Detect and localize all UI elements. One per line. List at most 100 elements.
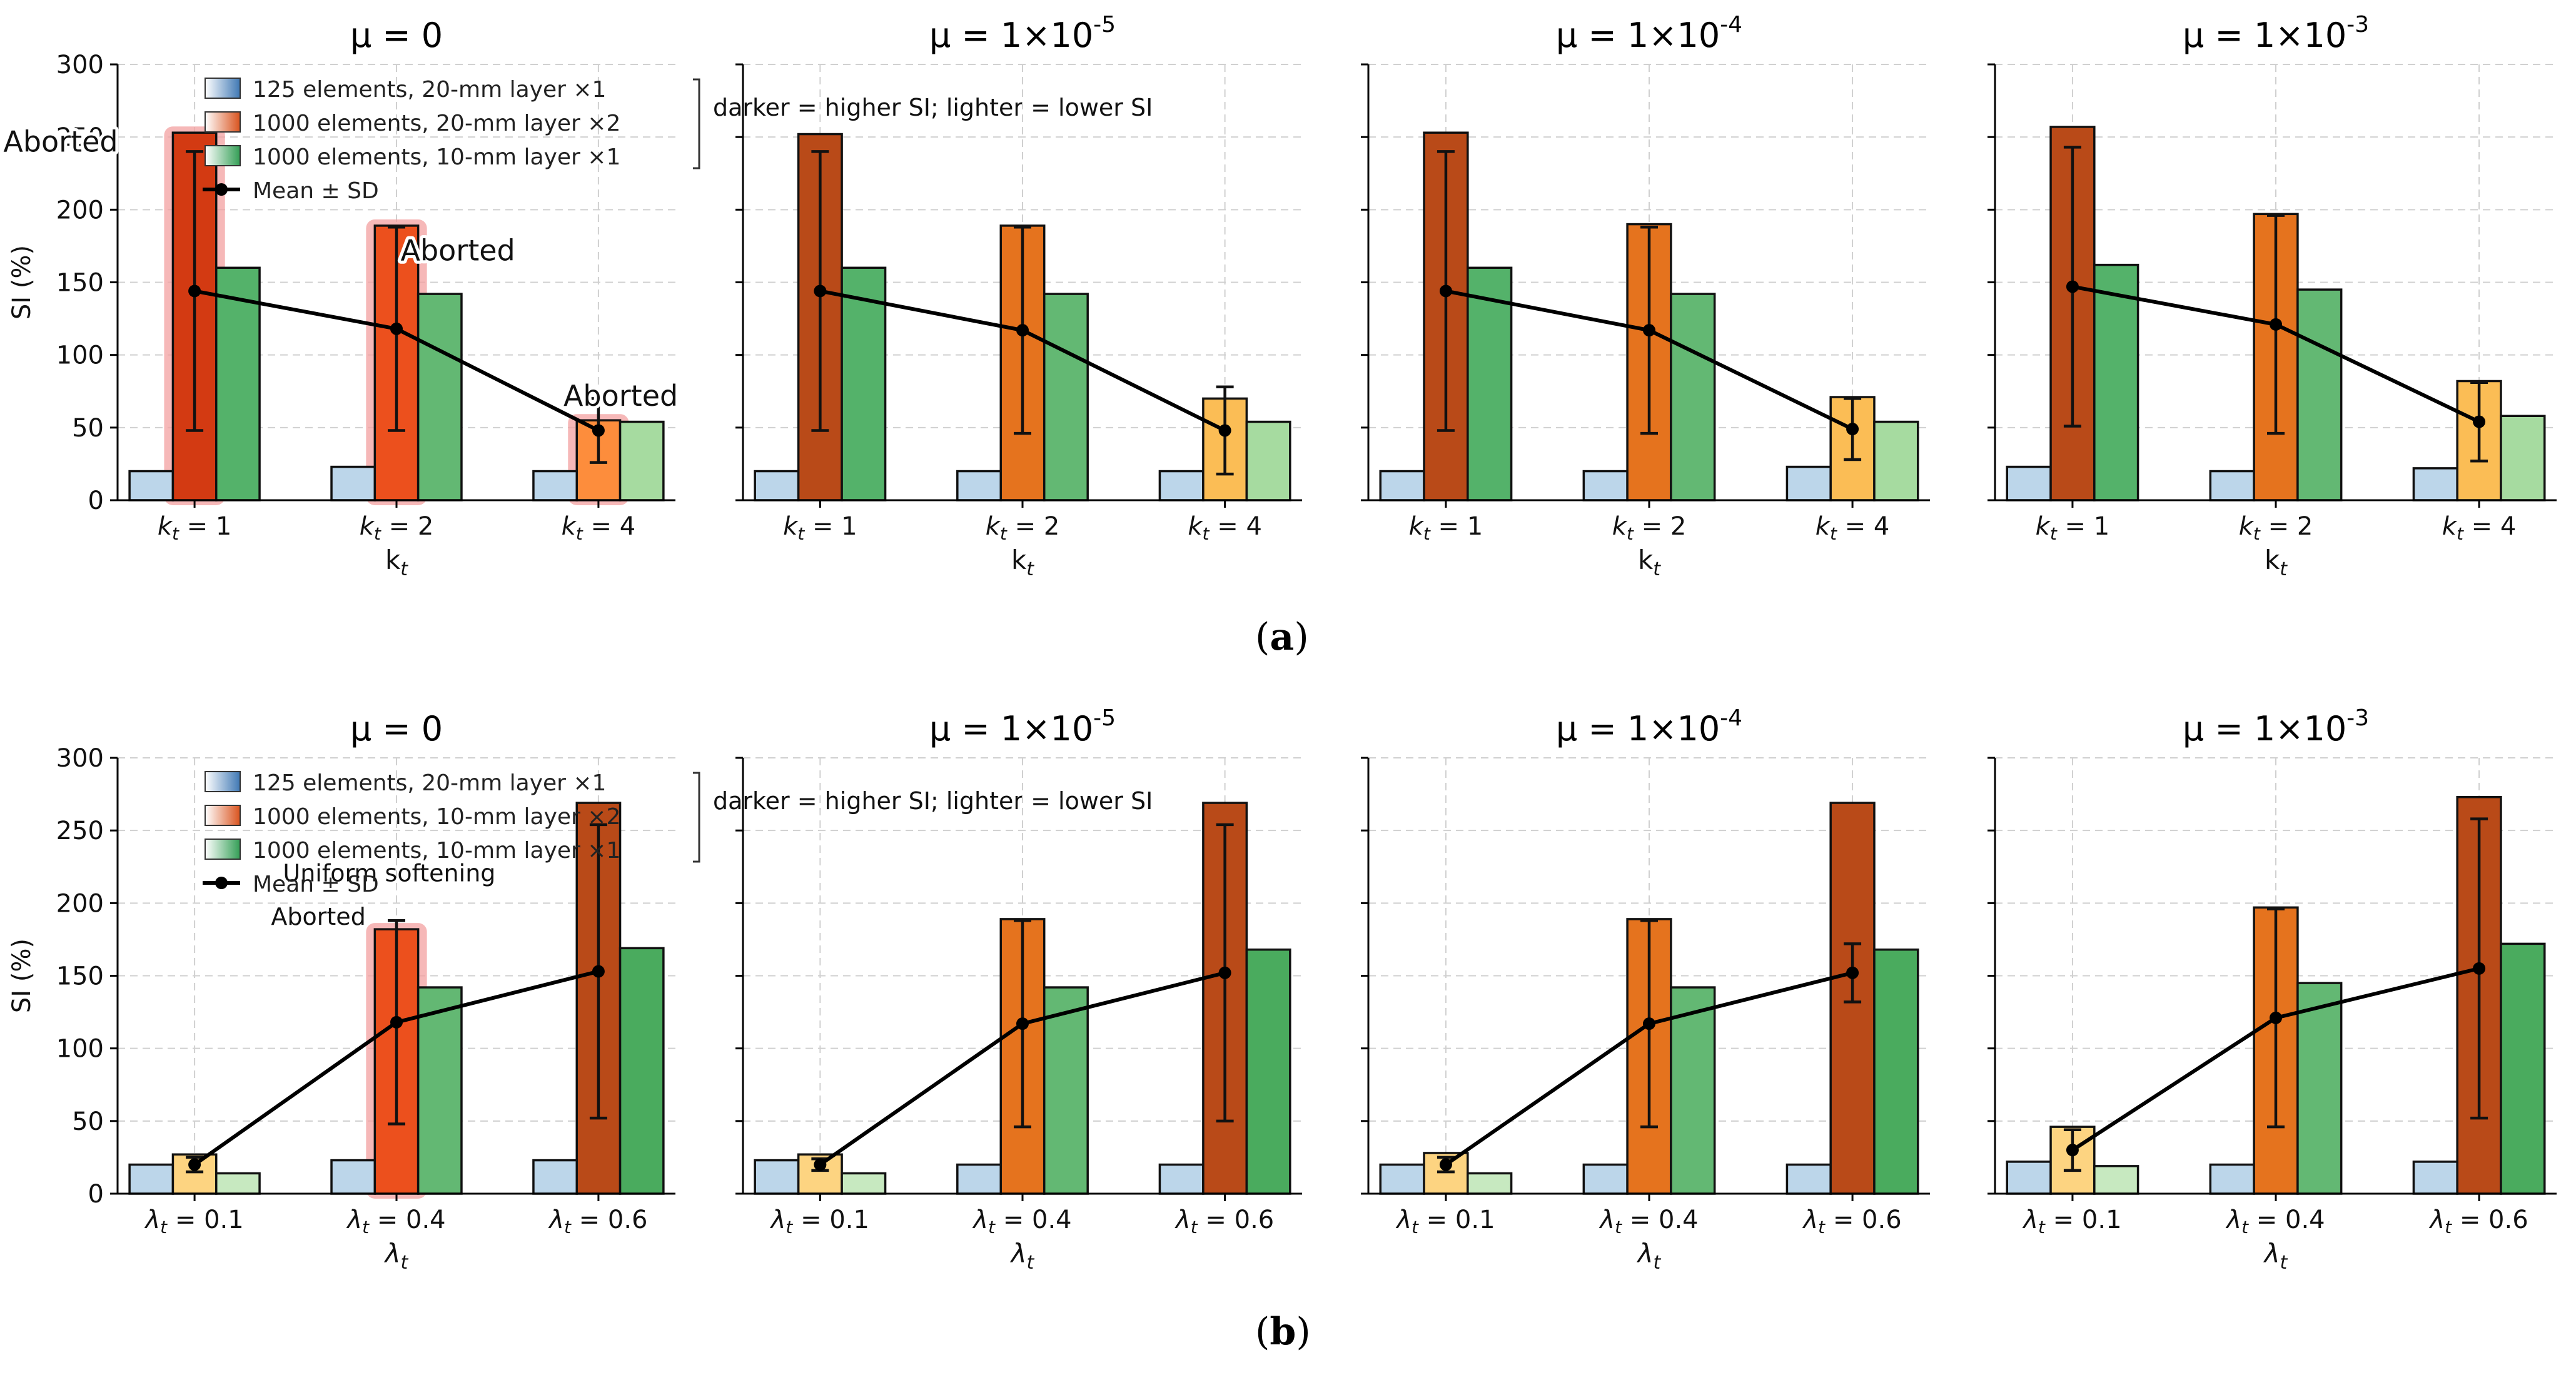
- x-tick-value: = 4: [2463, 512, 2516, 541]
- x-tick-value: = 2: [2260, 512, 2313, 541]
- y-tick-label: 50: [72, 1107, 104, 1136]
- mean-marker: [1643, 324, 1655, 337]
- subplot-title: μ = 1×10-5: [929, 705, 1116, 748]
- y-tick-label: 100: [56, 1035, 104, 1064]
- annotation-text: Aborted: [3, 124, 118, 158]
- x-axis-label-sub: t: [1653, 558, 1661, 580]
- x-tick-sub: t: [1830, 523, 1837, 544]
- x-axis-label-sub: t: [2280, 558, 2288, 580]
- bar-series1-cat1: [2006, 1161, 2052, 1195]
- x-tick-label: kt = 2: [2239, 512, 2313, 544]
- x-tick-label: λt = 0.6: [1174, 1206, 1274, 1237]
- annotation-text: Aborted: [400, 234, 515, 268]
- bar-series3-cat3: [619, 947, 665, 1195]
- panel-label-b-letter: b: [1270, 1310, 1296, 1354]
- x-tick-value: = 0.6: [1825, 1206, 1902, 1234]
- legend-note: darker = higher SI; lighter = lower SI: [713, 94, 1153, 121]
- panel-label-a-letter: a: [1270, 615, 1295, 659]
- x-tick-value: = 0.4: [369, 1206, 446, 1234]
- panel-label-a-open: (: [1255, 615, 1270, 659]
- bar-series1-cat2: [956, 1163, 1003, 1195]
- x-tick-label: λt = 0.1: [770, 1206, 869, 1237]
- x-axis-label: kt: [1011, 545, 1034, 580]
- bar-series3-cat1: [1467, 1172, 1513, 1195]
- y-tick-label: 0: [88, 486, 104, 515]
- bar-series1-cat1: [754, 470, 800, 501]
- x-tick-sub: t: [2457, 523, 2464, 544]
- x-tick-var: λ: [346, 1206, 362, 1234]
- x-tick-sub: t: [1203, 523, 1210, 544]
- x-tick-label: kt = 4: [2442, 512, 2517, 544]
- bar-series3-cat2: [417, 293, 463, 501]
- mean-marker: [1643, 1017, 1655, 1030]
- bar-series1-cat1: [128, 470, 174, 501]
- mean-marker: [1016, 1017, 1029, 1030]
- x-axis-label-sub: t: [2280, 1252, 2288, 1274]
- x-tick-sub: t: [1423, 523, 1431, 544]
- mean-marker: [2066, 1144, 2079, 1157]
- x-tick-value: = 4: [1210, 512, 1262, 541]
- bar-series3-cat1: [215, 1172, 261, 1195]
- bar-series1-cat2: [1582, 1163, 1629, 1195]
- mean-marker: [390, 1015, 403, 1029]
- y-tick-label: 300: [56, 51, 104, 79]
- x-tick-value: = 1: [179, 512, 231, 541]
- panel-label-a-close: ): [1294, 615, 1309, 659]
- x-axis-label-var: k: [1638, 545, 1654, 575]
- x-tick-label: kt = 1: [2036, 512, 2110, 544]
- annotation-halo: Aborted: [400, 234, 515, 268]
- x-tick-sub: t: [797, 523, 805, 544]
- x-tick-value: = 0.6: [571, 1206, 648, 1234]
- x-tick-label: kt = 1: [158, 512, 232, 544]
- x-tick-sub: t: [576, 523, 583, 544]
- mean-marker: [2473, 962, 2486, 975]
- legend-mean-marker: [215, 183, 228, 196]
- x-tick-value: = 2: [1007, 512, 1059, 541]
- annotation-text: Aborted: [563, 379, 678, 413]
- x-tick-var: k: [1409, 512, 1425, 541]
- x-tick-sub: t: [564, 1217, 572, 1237]
- x-axis-label-var: k: [2265, 545, 2280, 575]
- bar-series3-cat3: [1245, 948, 1291, 1195]
- x-tick-label: kt = 4: [562, 512, 636, 544]
- x-tick-value: = 2: [381, 512, 433, 541]
- x-tick-var: λ: [1174, 1206, 1191, 1234]
- x-tick-var: k: [1612, 512, 1628, 541]
- x-tick-label: λt = 0.6: [2428, 1206, 2528, 1237]
- panel-label-a: (a): [1255, 615, 1309, 659]
- annotation-text: Uniform softening: [283, 859, 495, 887]
- y-tick-label: 200: [56, 196, 104, 224]
- x-tick-var: λ: [548, 1206, 564, 1234]
- bar-series3-cat3: [2500, 415, 2546, 501]
- x-tick-var: λ: [2022, 1206, 2038, 1234]
- x-tick-var: k: [783, 512, 799, 541]
- x-tick-value: = 0.4: [1622, 1206, 1699, 1234]
- mean-marker: [814, 1158, 827, 1171]
- bar-series3-cat3: [1873, 948, 1919, 1195]
- bar-series1-cat2: [330, 465, 376, 501]
- y-tick-label: 150: [56, 962, 104, 991]
- y-tick-label: 100: [56, 341, 104, 370]
- annotation-halo: Aborted: [563, 379, 678, 413]
- x-tick-label: λt = 0.4: [2225, 1206, 2325, 1237]
- mean-marker: [2066, 280, 2079, 293]
- bar-series3-cat1: [841, 1172, 887, 1195]
- bar-series3-cat3: [1873, 420, 1919, 501]
- subplot-title: μ = 1×10-3: [2183, 705, 2369, 748]
- subplot-title: μ = 0: [350, 709, 443, 748]
- legend-swatch: [205, 145, 241, 166]
- x-tick-sub: t: [2445, 1217, 2452, 1237]
- x-tick-sub: t: [1412, 1217, 1419, 1237]
- mean-marker: [1846, 966, 1859, 979]
- mean-marker: [2270, 318, 2282, 331]
- x-tick-var: λ: [144, 1206, 160, 1234]
- bar-series1-cat3: [2412, 1161, 2458, 1195]
- x-tick-value: = 0.1: [2045, 1206, 2122, 1234]
- bar-series1-cat3: [1158, 1163, 1205, 1195]
